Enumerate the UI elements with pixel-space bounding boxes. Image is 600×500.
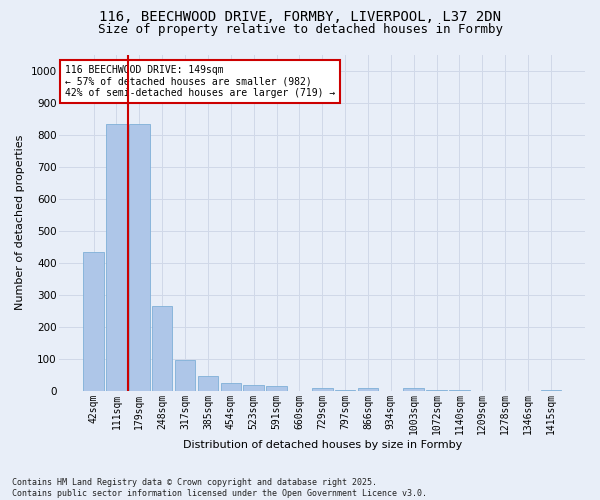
Text: Contains HM Land Registry data © Crown copyright and database right 2025.
Contai: Contains HM Land Registry data © Crown c…	[12, 478, 427, 498]
Bar	[175, 360, 196, 390]
Bar	[266, 386, 287, 390]
Bar	[83, 252, 104, 390]
X-axis label: Distribution of detached houses by size in Formby: Distribution of detached houses by size …	[182, 440, 462, 450]
Bar	[221, 382, 241, 390]
Text: 116, BEECHWOOD DRIVE, FORMBY, LIVERPOOL, L37 2DN: 116, BEECHWOOD DRIVE, FORMBY, LIVERPOOL,…	[99, 10, 501, 24]
Bar	[152, 306, 172, 390]
Bar	[129, 124, 149, 390]
Bar	[358, 388, 378, 390]
Y-axis label: Number of detached properties: Number of detached properties	[15, 135, 25, 310]
Text: 116 BEECHWOOD DRIVE: 149sqm
← 57% of detached houses are smaller (982)
42% of se: 116 BEECHWOOD DRIVE: 149sqm ← 57% of det…	[65, 65, 335, 98]
Bar	[403, 388, 424, 390]
Bar	[312, 388, 332, 390]
Bar	[106, 124, 127, 390]
Text: Size of property relative to detached houses in Formby: Size of property relative to detached ho…	[97, 22, 503, 36]
Bar	[197, 376, 218, 390]
Bar	[244, 385, 264, 390]
